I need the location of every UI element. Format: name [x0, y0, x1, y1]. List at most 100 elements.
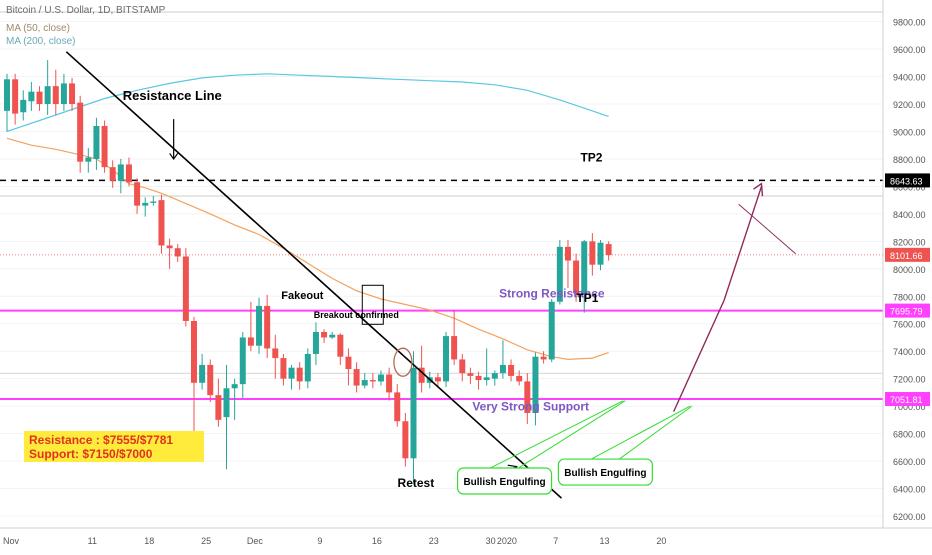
candle — [264, 294, 271, 359]
candle-body — [564, 246, 571, 261]
price-tick-label: 9400.00 — [893, 73, 926, 83]
candle — [296, 362, 303, 390]
candle-body — [475, 375, 482, 381]
candle — [386, 367, 393, 401]
candle — [499, 340, 506, 379]
candle — [247, 301, 254, 352]
gridlines — [0, 11, 883, 517]
candle — [581, 239, 588, 313]
target-path-arrow — [673, 186, 763, 412]
candle — [556, 239, 563, 305]
candle-body — [12, 79, 19, 114]
candle-body — [142, 202, 149, 206]
candle — [548, 299, 555, 363]
breakout-circle — [393, 347, 413, 377]
candle-body — [329, 334, 336, 338]
candle-body — [516, 375, 523, 382]
candle — [125, 157, 132, 187]
price-tick-label: 6400.00 — [893, 485, 926, 495]
candle-body — [215, 395, 222, 420]
candle — [182, 248, 189, 327]
price-tick-label: 9000.00 — [893, 127, 926, 137]
candle — [231, 378, 238, 420]
candle — [288, 364, 295, 390]
candle — [410, 351, 417, 485]
ma50-line — [6, 137, 609, 361]
candle — [597, 239, 604, 271]
candle — [12, 73, 19, 125]
price-tag: 8643.63 — [885, 173, 930, 188]
resistance-arrowhead — [169, 153, 179, 160]
candle — [36, 86, 43, 111]
price-tick-label: 9800.00 — [893, 18, 926, 28]
candle-body — [93, 125, 100, 159]
price-tick-label: 7200.00 — [893, 375, 926, 385]
candle-body — [532, 356, 539, 414]
candle-body — [540, 356, 547, 360]
price-tag-label: 8101.66 — [890, 251, 923, 261]
candle-body — [304, 353, 311, 382]
candle — [321, 329, 328, 343]
candle — [329, 331, 336, 339]
price-tick-label: 6600.00 — [893, 457, 926, 467]
candle-body — [589, 241, 596, 265]
candle-body — [231, 384, 238, 389]
annotations: Resistance Line Fakeout Breakout confirmed… — [123, 88, 693, 495]
price-tick-label: 7000.00 — [893, 402, 926, 412]
candle-body — [199, 364, 206, 383]
bullish-engulfing-callout: Bullish Engulfing — [557, 405, 693, 486]
candle — [467, 367, 474, 385]
callout-connector — [619, 405, 693, 460]
candle-body — [451, 336, 458, 360]
candle-body — [508, 364, 515, 376]
candle — [256, 297, 263, 354]
price-tick-label: 8400.00 — [893, 210, 926, 220]
candle-body — [369, 380, 376, 382]
horizontal-levels — [0, 179, 883, 401]
callout-box — [557, 458, 653, 486]
candle-body — [69, 83, 76, 105]
annotation-label: Retest — [398, 476, 435, 490]
candle — [589, 233, 596, 276]
price-tick-label: 8200.00 — [893, 237, 926, 247]
candle — [459, 353, 466, 382]
time-tick-label: 18 — [144, 536, 154, 546]
candle-body — [158, 200, 165, 246]
price-tag: 7051.81 — [885, 392, 930, 407]
candle-body — [256, 305, 263, 346]
candle — [117, 158, 124, 194]
candle-body — [377, 374, 384, 382]
time-tick-label: 25 — [201, 536, 211, 546]
candle-body — [337, 334, 344, 357]
candle — [377, 370, 384, 386]
price-tag-bg — [885, 303, 930, 318]
candle — [508, 359, 515, 382]
candle — [199, 353, 206, 390]
candle-body — [467, 373, 474, 376]
callout-text: Bullish Engulfing — [463, 477, 545, 488]
candle — [109, 160, 116, 188]
candle — [223, 364, 230, 470]
candle — [345, 348, 352, 386]
price-tick-label: 7600.00 — [893, 320, 926, 330]
candle — [150, 196, 157, 206]
candle — [312, 322, 319, 365]
candle-body — [443, 336, 450, 382]
candle-body — [264, 305, 271, 349]
candle — [451, 310, 458, 365]
candle-body — [182, 256, 189, 321]
candle — [304, 348, 311, 389]
candle-body — [125, 164, 132, 183]
candle-body — [548, 301, 555, 360]
candle — [573, 253, 580, 302]
candle-body — [410, 367, 417, 459]
candle — [361, 373, 368, 389]
callout-connector — [591, 405, 691, 460]
resistance-trendline — [65, 51, 563, 499]
candle-body — [52, 86, 59, 105]
candle-body — [288, 367, 295, 379]
annotation-label: Resistance Line — [123, 88, 222, 103]
candle-body — [4, 79, 10, 111]
levels-info-box: Resistance : $7555/$7781 Support: $7150/… — [24, 431, 204, 462]
